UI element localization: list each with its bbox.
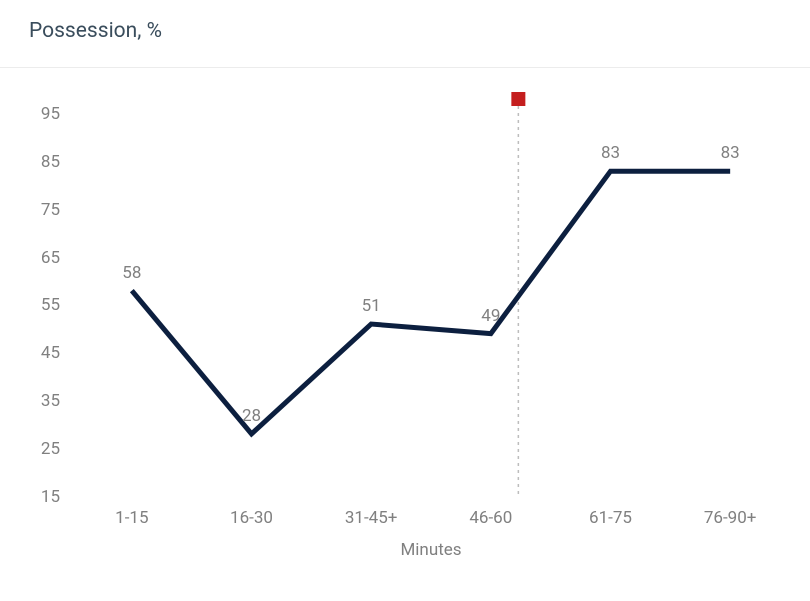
data-point-label: 83 <box>710 143 750 163</box>
data-point-label: 51 <box>351 296 391 316</box>
data-point-label: 58 <box>112 263 152 283</box>
x-tick-label: 61-75 <box>571 508 651 528</box>
y-tick-label: 95 <box>41 104 60 124</box>
data-point-label: 49 <box>471 306 511 326</box>
y-tick-label: 65 <box>41 248 60 268</box>
x-axis-label: Minutes <box>391 540 471 560</box>
y-tick-label: 55 <box>41 295 60 315</box>
x-tick-label: 16-30 <box>212 508 292 528</box>
event-marker-icon <box>511 92 525 106</box>
y-tick-label: 15 <box>41 487 60 507</box>
possession-line <box>132 171 730 434</box>
data-point-label: 28 <box>232 406 272 426</box>
x-tick-label: 76-90+ <box>690 508 770 528</box>
x-tick-label: 46-60 <box>451 508 531 528</box>
y-tick-label: 25 <box>41 439 60 459</box>
x-tick-label: 31-45+ <box>331 508 411 528</box>
x-tick-label: 1-15 <box>92 508 172 528</box>
y-tick-label: 45 <box>41 343 60 363</box>
y-tick-label: 75 <box>41 200 60 220</box>
y-tick-label: 35 <box>41 391 60 411</box>
y-tick-label: 85 <box>41 152 60 172</box>
data-point-label: 83 <box>591 143 631 163</box>
